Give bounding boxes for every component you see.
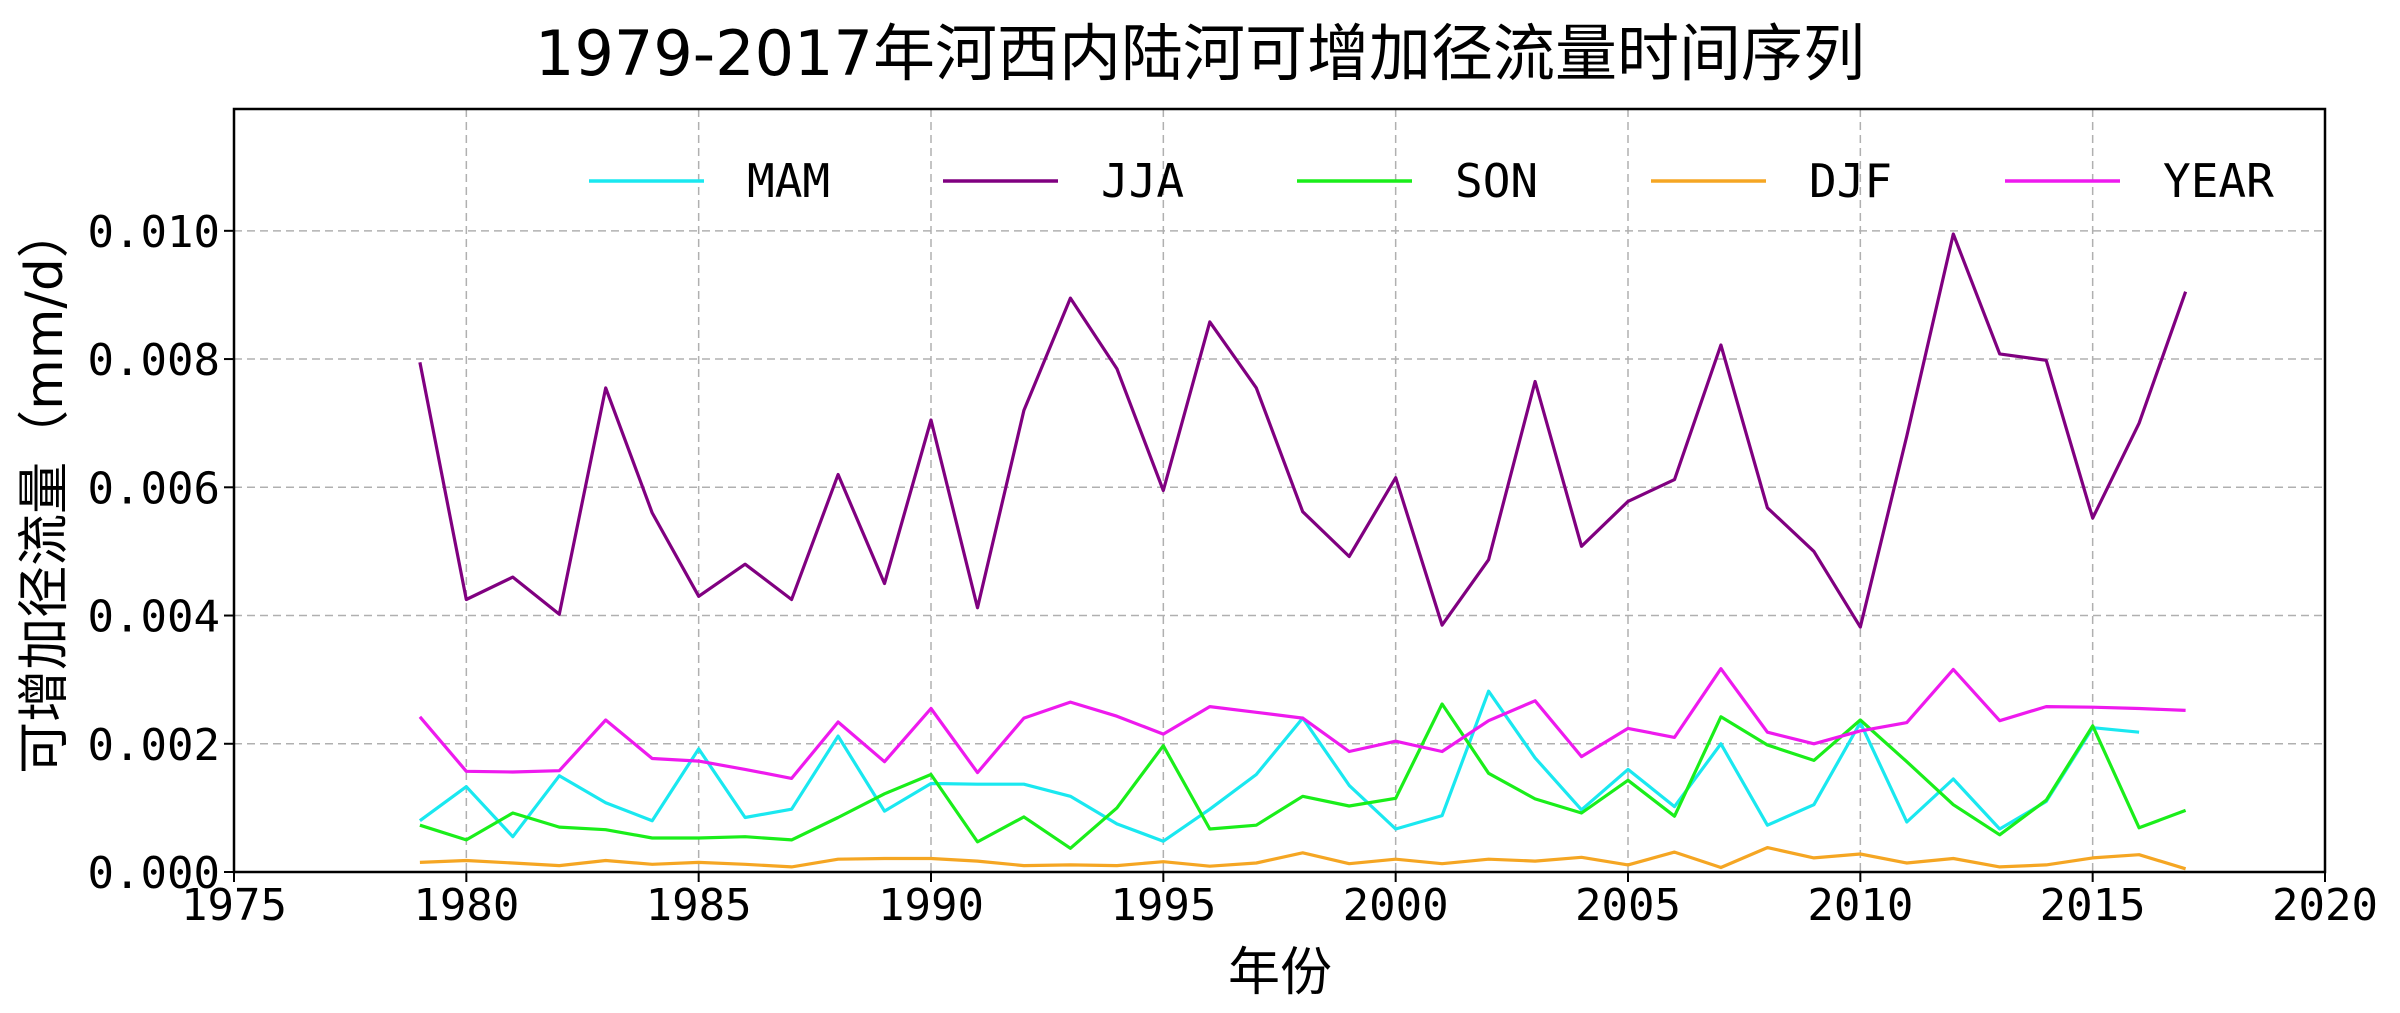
legend-label-son: SON xyxy=(1455,154,1538,208)
y-tick-label: 0.002 xyxy=(88,720,220,771)
chart-title: 1979-2017年河西内陆河可增加径流量时间序列 xyxy=(535,17,1865,90)
y-axis-label: 可增加径流量（mm/d） xyxy=(15,206,75,774)
series-line-mam xyxy=(418,689,2140,843)
legend-label-year: YEAR xyxy=(2163,154,2274,208)
legend-label-mam: MAM xyxy=(747,154,830,208)
y-tick-label: 0.008 xyxy=(88,335,220,386)
y-tick-label: 0.006 xyxy=(88,463,220,514)
x-tick-label: 2000 xyxy=(1343,880,1449,931)
legend-label-jja: JJA xyxy=(1101,154,1184,208)
y-tick-label: 0.004 xyxy=(88,592,220,643)
x-tick-label: 1990 xyxy=(878,880,984,931)
x-tick-label: 1995 xyxy=(1110,880,1216,931)
x-tick-label: 1975 xyxy=(181,880,287,931)
series-line-jja xyxy=(418,232,2188,629)
series-line-son xyxy=(419,702,2187,850)
legend-label-djf: DJF xyxy=(1809,154,1892,208)
plot-frame xyxy=(232,107,2327,874)
x-tick-label: 2020 xyxy=(2272,880,2378,931)
series-line-djf xyxy=(419,846,2187,871)
y-tick-label: 0.010 xyxy=(88,207,220,258)
x-tick-label: 2015 xyxy=(2040,880,2146,931)
x-tick-label: 1985 xyxy=(646,880,752,931)
x-tick-label: 2005 xyxy=(1575,880,1681,931)
x-tick-label: 2010 xyxy=(1807,880,1913,931)
y-tick-label: 0.000 xyxy=(88,848,220,899)
x-axis-label: 年份 xyxy=(1228,943,1332,1003)
x-tick-label: 1980 xyxy=(413,880,519,931)
series-line-year xyxy=(418,667,2186,780)
